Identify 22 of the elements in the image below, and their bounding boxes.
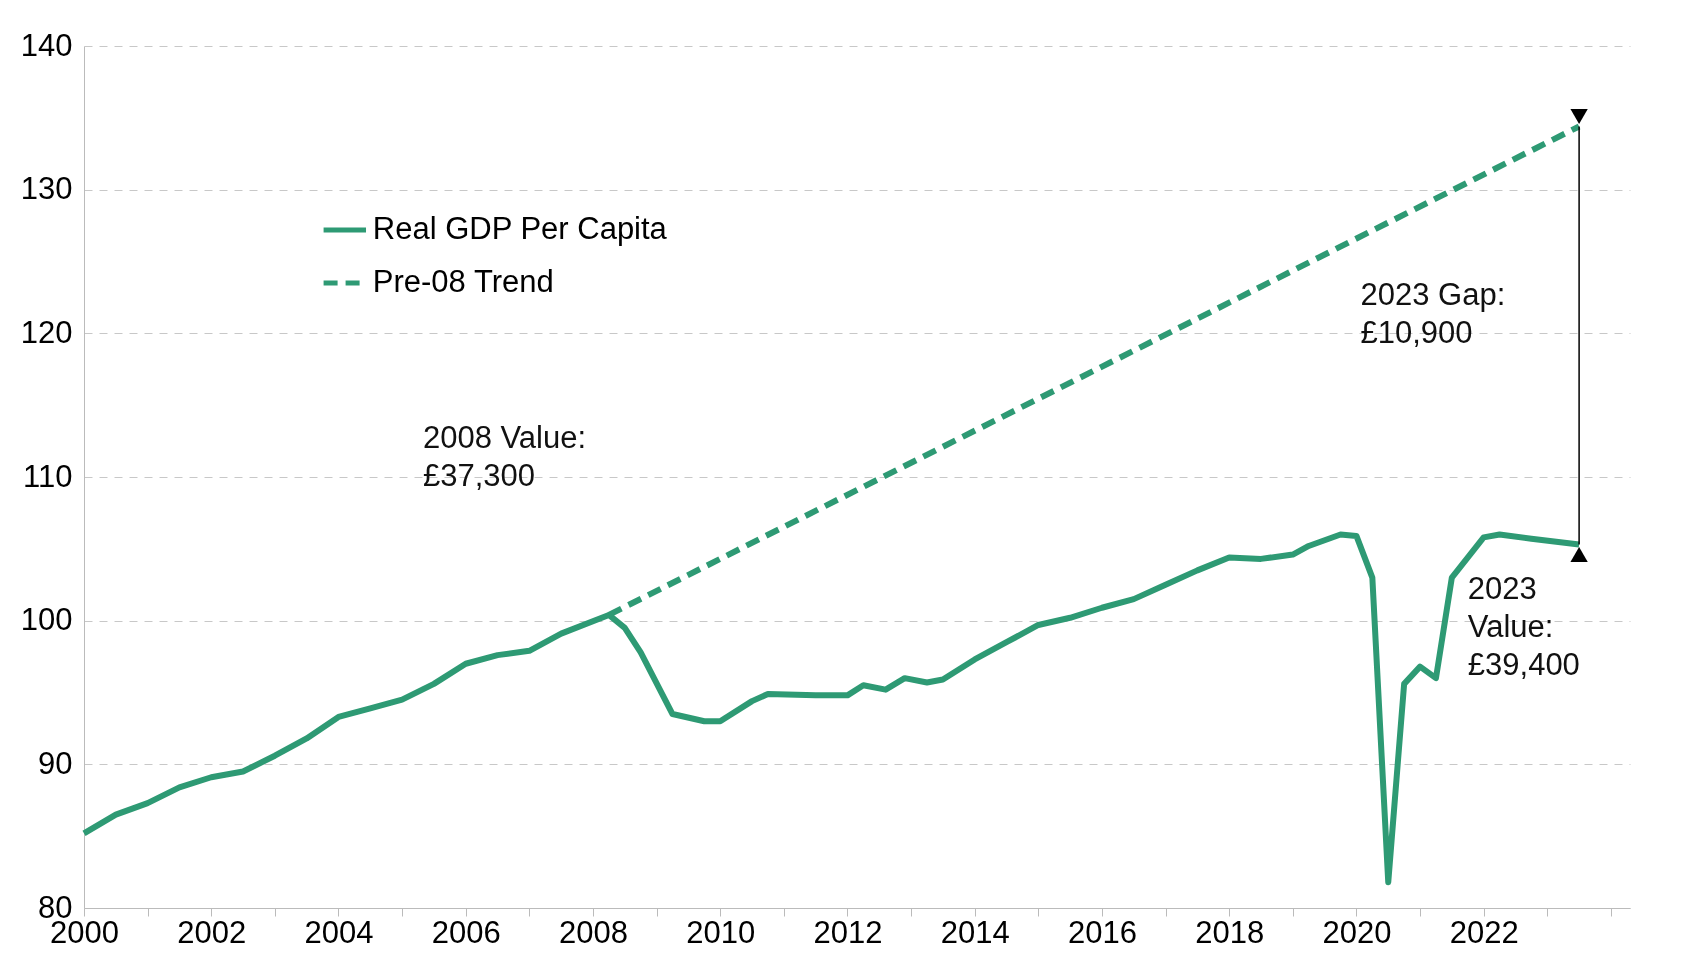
- y-tick-label: 100: [20, 602, 73, 638]
- x-tick-label: 2018: [1195, 914, 1265, 950]
- annotation: 2008 Value: £37,300: [422, 419, 587, 493]
- x-tick-label: 2014: [940, 914, 1010, 950]
- x-tick-label: 2012: [813, 914, 883, 950]
- x-tick-label: 2020: [1322, 914, 1392, 950]
- annotation: 2023 Value: £39,400: [1467, 570, 1580, 682]
- legend-label: Pre-08 Trend: [372, 264, 554, 299]
- x-tick-label: 2002: [177, 914, 247, 950]
- y-tick-label: 110: [23, 458, 73, 494]
- x-tick-label: 2016: [1067, 914, 1137, 950]
- y-tick-label: 140: [20, 27, 73, 63]
- x-tick-label: 2022: [1449, 914, 1519, 950]
- y-tick-label: 90: [38, 745, 73, 781]
- legend-label: Real GDP Per Capita: [372, 211, 668, 246]
- annotation: 2023 Gap: £10,900: [1360, 276, 1506, 350]
- x-tick-label: 2004: [304, 914, 374, 950]
- y-tick-label: 130: [20, 171, 73, 207]
- x-tick-label: 2006: [431, 914, 501, 950]
- y-tick-label: 120: [20, 314, 73, 350]
- x-tick-label: 2008: [558, 914, 628, 950]
- x-tick-label: 2010: [686, 914, 756, 950]
